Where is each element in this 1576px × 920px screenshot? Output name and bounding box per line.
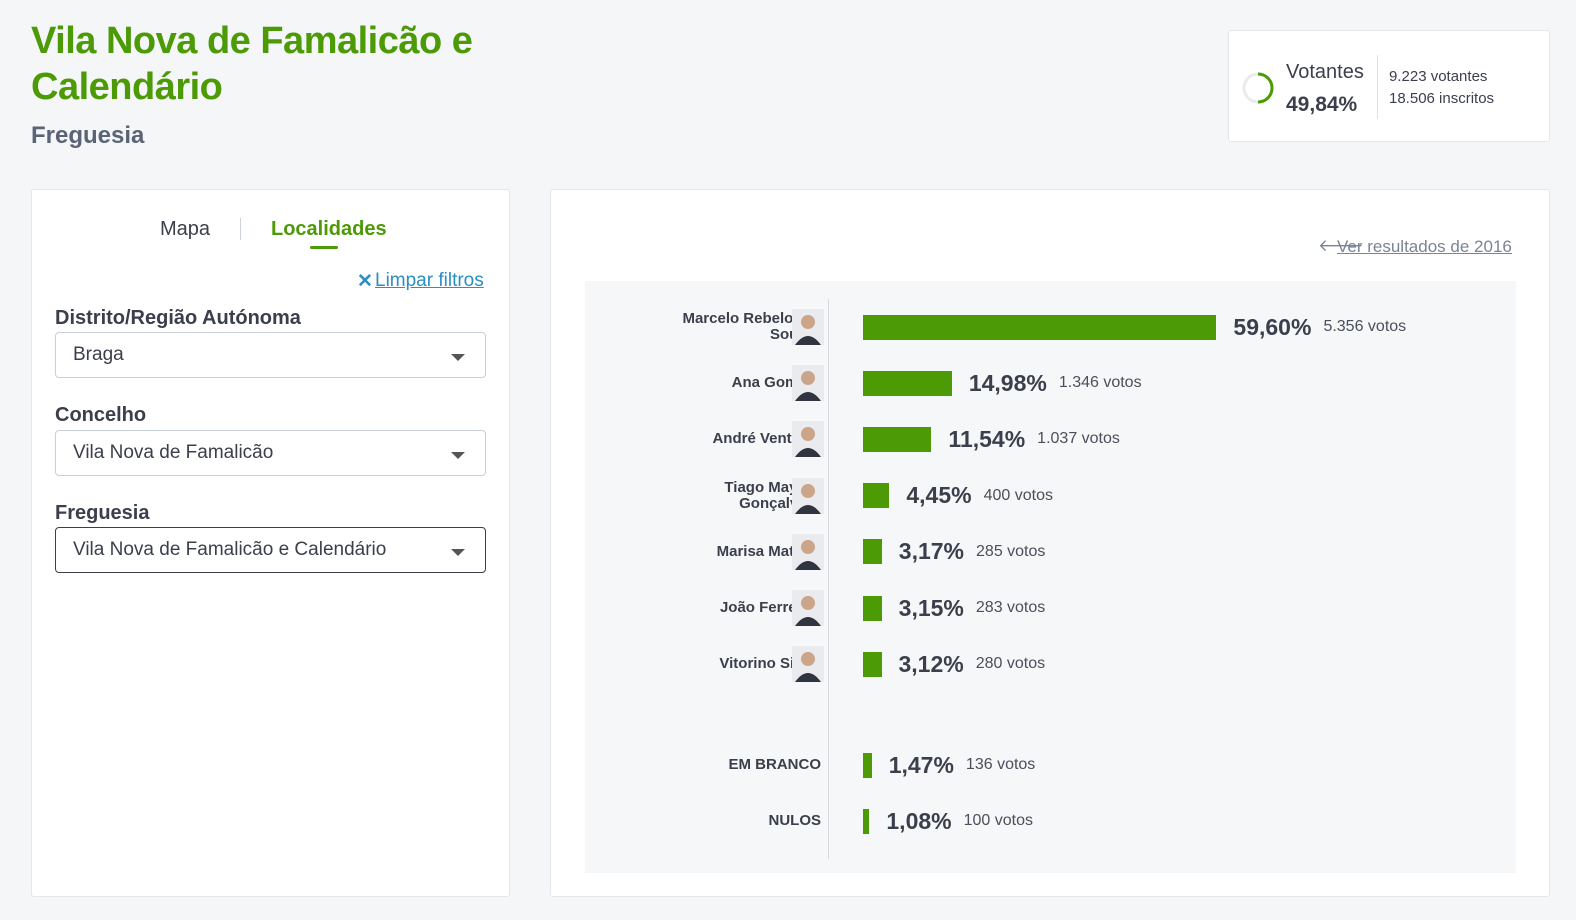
votes-label: 285 votos <box>976 542 1046 560</box>
field-label: Concelho <box>55 404 147 426</box>
candidate-photo <box>792 646 824 683</box>
select-value: Vila Nova de Famalicão <box>73 442 274 463</box>
page-subtitle: Freguesia <box>31 122 145 149</box>
votes-label: 280 votos <box>975 655 1046 673</box>
percent-label: 59,60% <box>1233 313 1312 340</box>
result-row: Vitorino Silva 3,12% 280 votos <box>585 636 1545 692</box>
votes-label: 136 votos <box>965 756 1036 773</box>
turnout-label: Votantes <box>1286 61 1364 83</box>
votes-label: 100 votos <box>963 812 1033 829</box>
bar <box>863 483 890 509</box>
caret <box>451 549 465 556</box>
candidate-name: EM BRANCO <box>728 756 822 773</box>
bar-area: 3,15% 283 votos <box>863 580 1045 636</box>
turnout-voters: 9.223 votantes <box>1389 68 1488 85</box>
votes-label: 1.346 votos <box>1058 374 1142 392</box>
select-value: Vila Nova de Famalicão e Calendário <box>73 539 387 560</box>
votes-label: 5.356 votos <box>1323 318 1407 335</box>
result-row: André Ventura 11,54% 1.037 votos <box>585 411 1545 467</box>
caret <box>451 452 465 459</box>
bar <box>863 595 882 621</box>
percent-label: 4,45% <box>906 482 972 509</box>
page-title: Vila Nova de Famalicão e Calendário <box>31 20 473 108</box>
percent-label: 3,15% <box>898 594 964 621</box>
result-row: EM BRANCO 1,47% 136 votos <box>585 737 1545 793</box>
percent-label: 11,54% <box>948 425 1026 452</box>
bar-area: 4,45% 400 votos <box>863 468 1053 524</box>
bar-area: 11,54% 1.037 votos <box>863 411 1120 467</box>
caret <box>451 354 465 361</box>
result-row: NULOS 1,08% 100 votos <box>585 793 1545 849</box>
bar <box>863 426 932 452</box>
votes-label: 1.037 votos <box>1037 430 1120 448</box>
candidate-photo <box>792 477 824 514</box>
tab[interactable]: Mapa <box>160 218 211 240</box>
previous-results-link[interactable]: Ver resultados de 2016 <box>1337 237 1512 256</box>
field-label: Freguesia <box>55 502 150 524</box>
result-row: Marcelo Rebelo de Sousa 59,60% 5.356 votos <box>585 299 1545 355</box>
turnout-registered: 18.506 inscritos <box>1389 90 1495 107</box>
candidate-name: NULOS <box>768 812 822 829</box>
bar <box>863 651 882 677</box>
candidate-name: Tiago Mayan Gonçalves <box>724 478 815 512</box>
axis-line <box>828 299 829 859</box>
bar <box>863 370 952 396</box>
bar-area: 3,17% 285 votos <box>863 524 1045 580</box>
percent-label: 1,47% <box>888 751 954 778</box>
result-row: Marisa Matias 3,17% 285 votos <box>585 524 1545 580</box>
bar-area: 1,08% 100 votos <box>863 793 1033 849</box>
percent-label: 3,17% <box>898 538 965 565</box>
candidate-photo <box>792 533 824 570</box>
bar <box>863 539 882 565</box>
clear-filters[interactable]: Limpar filtros <box>375 270 484 291</box>
bar <box>863 314 1217 340</box>
candidate-photo <box>792 590 824 626</box>
percent-label: 3,12% <box>898 650 964 677</box>
bar <box>863 752 872 778</box>
bar-area: 1,47% 136 votos <box>863 737 1035 793</box>
percent-label: 14,98% <box>968 369 1047 396</box>
bar <box>863 808 870 834</box>
select-value: Braga <box>73 344 124 365</box>
results-panel: 🡐 Ver resultados de 2016 Marcelo Rebelo … <box>550 189 1550 897</box>
divider <box>1377 55 1378 119</box>
candidate-name: André Ventura <box>712 430 815 448</box>
turnout-card: Votantes 49,84% 9.223 votantes 18.506 in… <box>1228 30 1550 142</box>
candidate-name: Marcelo Rebelo de Sousa <box>682 310 815 343</box>
turnout-percent: 49,84% <box>1286 93 1358 116</box>
turnout-ring <box>1242 72 1274 104</box>
candidate-photo <box>792 309 824 345</box>
select[interactable]: Braga <box>55 332 486 378</box>
results-chart: Marcelo Rebelo de Sousa 59,60% 5.356 votos… <box>585 281 1516 873</box>
percent-label: 1,08% <box>886 807 952 834</box>
filter-panel: Mapa Localidades ✕ Limpar filtros Distri… <box>31 189 510 897</box>
candidate-photo <box>792 365 824 402</box>
select[interactable]: Vila Nova de Famalicão <box>55 430 486 476</box>
candidate-name: João Ferreira <box>719 599 815 616</box>
clear-icon[interactable]: ✕ <box>357 271 373 292</box>
candidate-name: Marisa Matias <box>716 542 815 560</box>
candidate-photo <box>792 421 824 458</box>
select[interactable]: Vila Nova de Famalicão e Calendário <box>55 527 486 573</box>
candidate-name: Vitorino Silva <box>719 655 815 673</box>
votes-label: 283 votos <box>975 599 1046 616</box>
result-row: Tiago Mayan Gonçalves 4,45% 400 votos <box>585 468 1545 524</box>
bar-area: 14,98% 1.346 votos <box>863 355 1142 411</box>
back-arrow[interactable]: 🡐 <box>1318 236 1364 255</box>
candidate-name: Ana Gomes <box>731 374 815 392</box>
field-label: Distrito/Região Autónoma <box>55 307 301 329</box>
result-row: João Ferreira 3,15% 283 votos <box>585 580 1545 636</box>
tab-indicator <box>310 246 338 249</box>
tab-active[interactable]: Localidades <box>271 218 387 240</box>
result-row: Ana Gomes 14,98% 1.346 votos <box>585 355 1545 411</box>
votes-label: 400 votos <box>983 486 1053 504</box>
bar-area: 3,12% 280 votos <box>863 636 1045 692</box>
tab-divider <box>240 218 241 240</box>
bar-area: 59,60% 5.356 votos <box>863 299 1406 355</box>
